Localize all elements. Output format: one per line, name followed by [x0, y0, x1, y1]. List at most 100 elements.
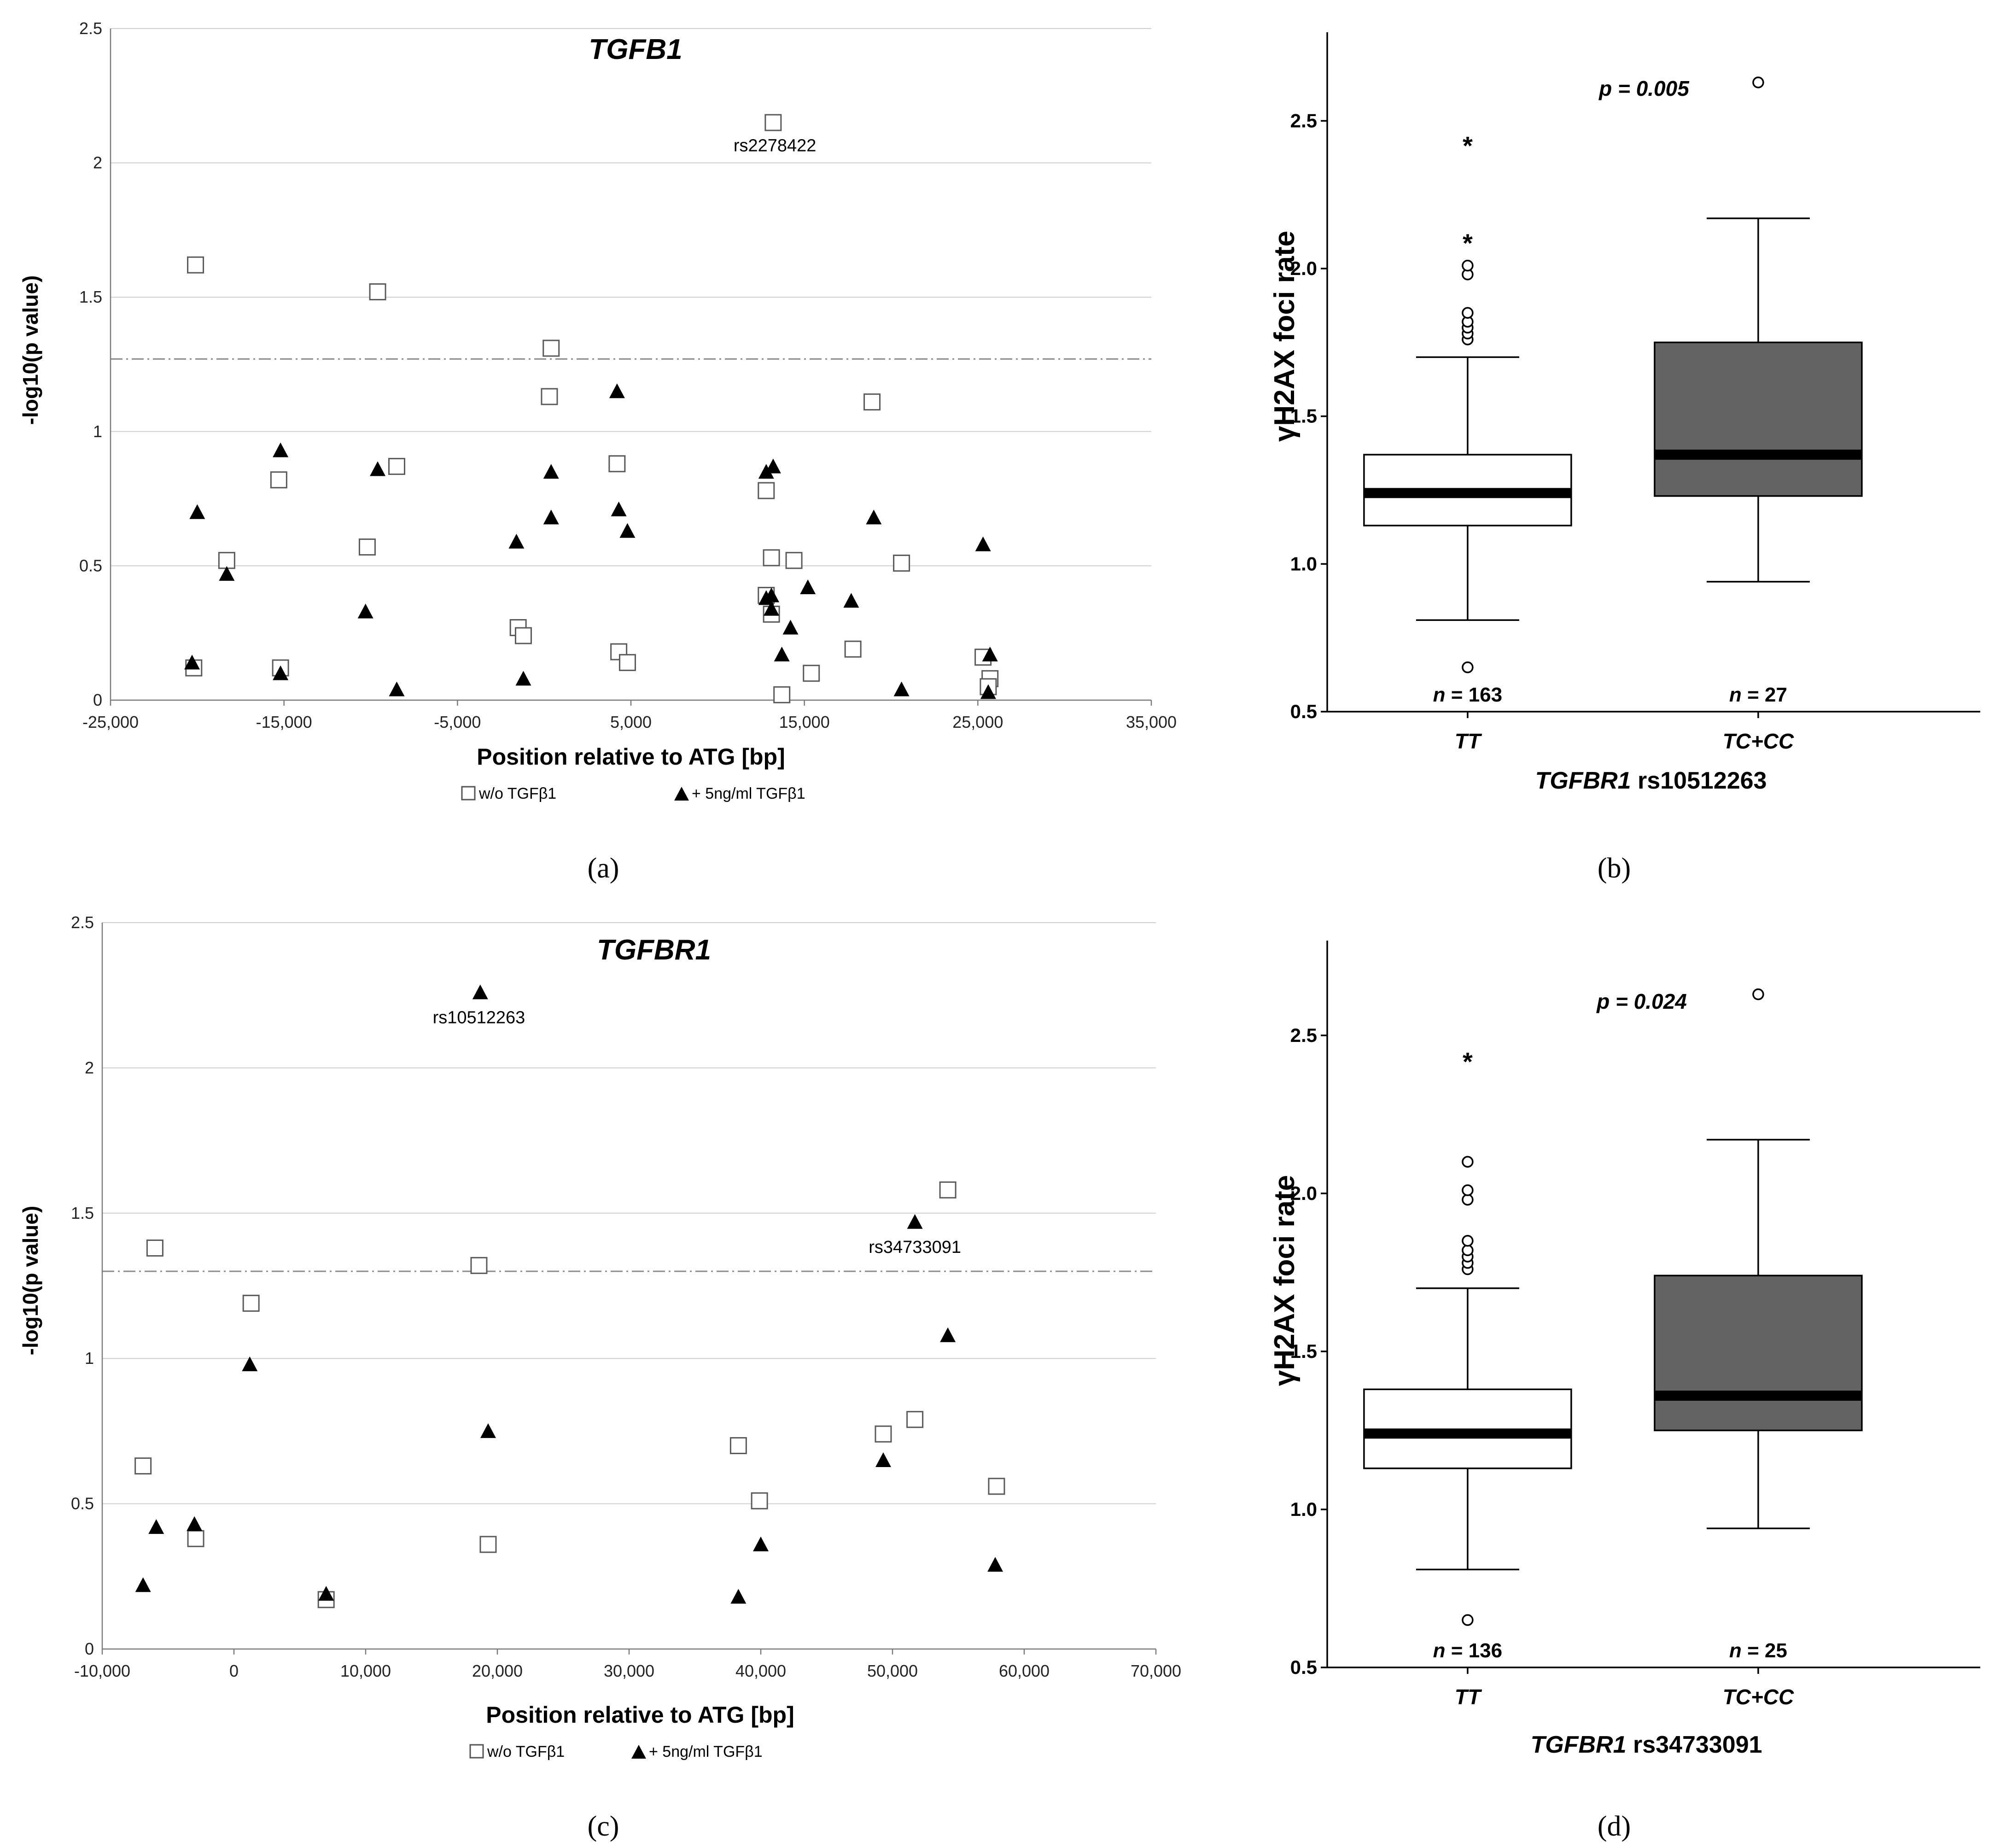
x-tick-label: 15,000	[779, 713, 830, 731]
data-point-without-tgfb1	[906, 1411, 924, 1428]
x-tick-label: 5,000	[610, 713, 652, 731]
chart-title: TGFB1	[589, 34, 682, 65]
outlier-point	[1462, 1156, 1474, 1168]
outlier-point	[1462, 1614, 1474, 1626]
y-tick-label: 2	[85, 1058, 94, 1077]
sample-size-label: n = 27	[1729, 684, 1787, 706]
data-point-with-tgfb1	[753, 1536, 769, 1551]
outlier-point	[1462, 1235, 1474, 1247]
y-tick-label: 2	[93, 153, 102, 172]
x-tick-label: 0	[229, 1661, 239, 1680]
data-point-with-tgfb1	[472, 984, 488, 1000]
x-axis-gene: TGFBR1	[1535, 767, 1631, 794]
y-tick-label: 1.5	[1290, 1340, 1317, 1362]
x-tick-label: TT	[1455, 729, 1482, 753]
y-tick-label: 1	[85, 1349, 94, 1368]
sample-size-label: n = 136	[1433, 1639, 1502, 1662]
data-point-with-tgfb1	[187, 1516, 203, 1531]
y-tick-label: 1.5	[79, 287, 102, 306]
data-point-with-tgfb1	[758, 464, 774, 479]
sample-size-n: n	[1433, 684, 1446, 706]
data-point-with-tgfb1	[893, 681, 910, 696]
data-point-with-tgfb1	[318, 1586, 334, 1601]
x-tick-label: -25,000	[82, 713, 139, 731]
y-axis-label: γH2AX foci rate	[1269, 1175, 1301, 1386]
x-axis-snp: rs34733091	[1627, 1731, 1762, 1758]
data-point-with-tgfb1	[843, 593, 859, 608]
snp-annotation: rs34733091	[869, 1238, 961, 1257]
p-value: p = 0.024	[1596, 989, 1687, 1013]
data-point-with-tgfb1	[730, 1589, 747, 1604]
data-point-without-tgfb1	[729, 1437, 747, 1454]
extreme-outlier-point: *	[1463, 131, 1473, 160]
chart-title: TGFBR1	[597, 934, 711, 966]
x-tick-label: 20,000	[472, 1661, 523, 1680]
data-point-without-tgfb1	[479, 1536, 497, 1553]
box-iqr	[1654, 1275, 1863, 1432]
data-point-without-tgfb1	[388, 458, 405, 475]
data-point-with-tgfb1	[543, 509, 559, 525]
y-axis-label: -log10(p value)	[18, 275, 42, 425]
data-point-with-tgfb1	[782, 620, 799, 635]
data-point-without-tgfb1	[134, 1457, 152, 1475]
sample-size-value: = 25	[1742, 1639, 1787, 1662]
x-tick-label: 30,000	[604, 1661, 654, 1680]
x-tick-label: TC+CC	[1723, 1685, 1794, 1709]
panel-label-a: (a)	[588, 853, 619, 884]
outlier-point	[1752, 76, 1764, 88]
data-point-without-tgfb1	[514, 627, 532, 644]
outlier-point	[1462, 1184, 1474, 1196]
data-point-with-tgfb1	[987, 1557, 1003, 1572]
data-point-with-tgfb1	[219, 566, 235, 581]
x-tick-label: 60,000	[999, 1661, 1050, 1680]
outlier-point	[1462, 661, 1474, 673]
x-axis-label: Position relative to ATG [bp]	[477, 744, 785, 770]
sample-size-label: n = 25	[1729, 1639, 1787, 1662]
legend-label-with: + 5ng/ml TGFβ1	[649, 1743, 763, 1760]
legend-square-marker	[461, 786, 476, 801]
data-point-without-tgfb1	[542, 339, 560, 357]
panel-label-c: (c)	[588, 1811, 619, 1842]
x-tick-label: TC+CC	[1723, 729, 1794, 753]
data-point-with-tgfb1	[543, 464, 559, 479]
y-axis-label: -log10(p value)	[18, 1206, 42, 1356]
x-tick-label: 70,000	[1131, 1661, 1181, 1680]
data-point-without-tgfb1	[146, 1239, 163, 1257]
data-point-without-tgfb1	[893, 555, 910, 572]
y-tick-label: 1	[93, 422, 102, 441]
legend-label-with: + 5ng/ml TGFβ1	[692, 785, 805, 802]
p-value: p = 0.005	[1598, 76, 1690, 100]
data-point-with-tgfb1	[515, 671, 531, 686]
data-point-with-tgfb1	[980, 684, 996, 699]
data-point-with-tgfb1	[982, 646, 998, 661]
x-axis-label: TGFBR1 rs10512263	[1535, 767, 1767, 794]
y-tick-label: 1.5	[1290, 405, 1317, 427]
legend-label-without: w/o TGFβ1	[487, 1743, 565, 1760]
y-tick-label: 2.0	[1290, 1182, 1317, 1204]
outlier-point	[1462, 1244, 1474, 1257]
data-point-with-tgfb1	[189, 504, 205, 519]
extreme-outlier-point: *	[1463, 1047, 1473, 1076]
x-tick-label: 40,000	[735, 1661, 786, 1680]
data-point-without-tgfb1	[369, 283, 386, 301]
data-point-with-tgfb1	[619, 523, 636, 538]
y-tick-label: 1.0	[1290, 553, 1317, 574]
sample-size-n: n	[1729, 1639, 1742, 1662]
legend: w/o TGFβ1 + 5ng/ml TGFβ1	[461, 785, 805, 802]
data-point-with-tgfb1	[242, 1356, 258, 1371]
sample-size-value: = 27	[1742, 684, 1787, 706]
y-tick-label: 0.5	[1290, 1656, 1317, 1678]
y-tick-label: 0	[85, 1639, 94, 1658]
data-point-without-tgfb1	[751, 1492, 768, 1509]
x-axis-label: TGFBR1 rs34733091	[1531, 1731, 1762, 1758]
data-point-with-tgfb1	[135, 1577, 151, 1592]
data-point-with-tgfb1	[148, 1519, 164, 1534]
sample-size-value: = 163	[1446, 684, 1503, 706]
data-point-without-tgfb1	[242, 1294, 260, 1312]
data-point-with-tgfb1	[764, 587, 780, 602]
legend-triangle-marker	[674, 787, 689, 801]
x-tick-label: 25,000	[952, 713, 1003, 731]
panel-a-scatter: 0 0.5 1 1.5 2 2.5 -25,000 -15,000 -5,000 5,000 15,…	[18, 19, 1177, 884]
y-tick-label: 2.5	[79, 19, 102, 38]
data-point-with-tgfb1	[907, 1214, 923, 1229]
